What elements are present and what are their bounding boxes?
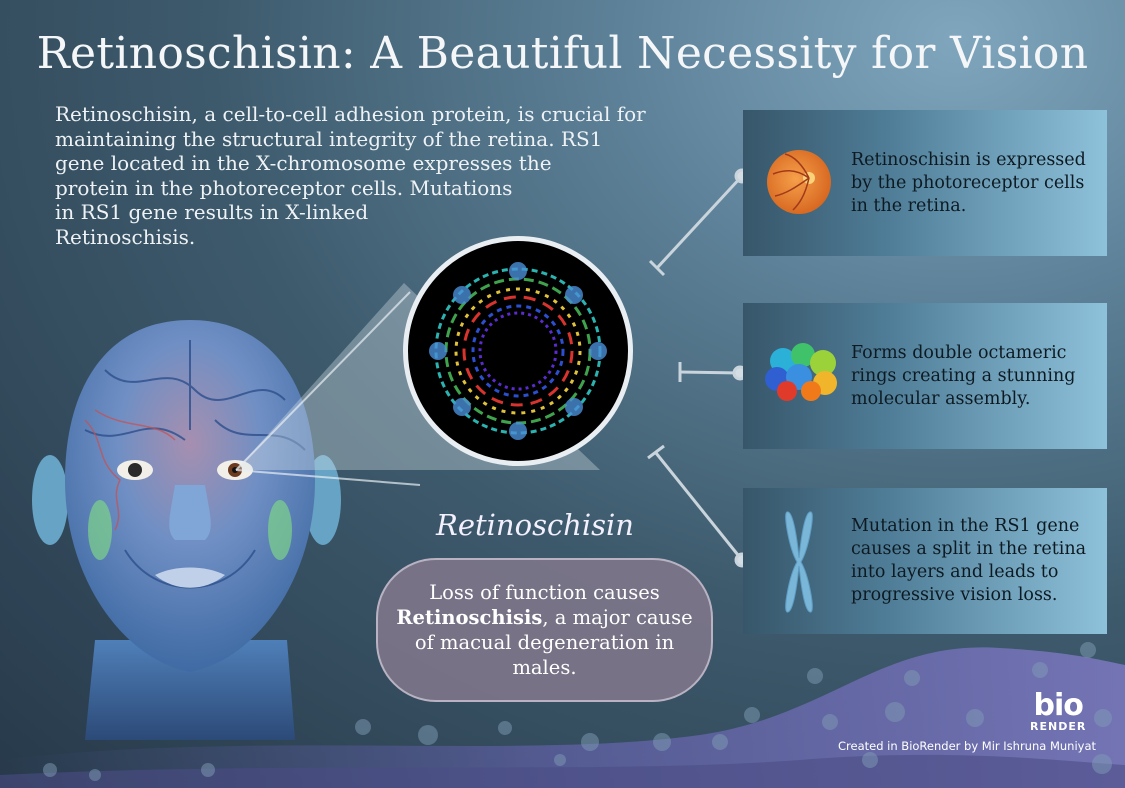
chromosome-icon: [785, 511, 813, 613]
callout-line: Loss of function causes: [429, 581, 660, 604]
logo-subtitle: RENDER: [1030, 720, 1087, 733]
callout-line: males.: [512, 656, 577, 679]
info-card-octamer: Forms double octameric rings creating a …: [743, 303, 1107, 449]
human-head-illustration: [32, 320, 341, 740]
callout-line: Retinoschisis, a major cause: [378, 605, 711, 630]
callout-bold-term: Retinoschisis: [396, 606, 543, 629]
card-text: Forms double octameric rings creating a …: [851, 303, 1076, 449]
retinoschisin-protein-structure: [403, 236, 633, 466]
retina-icon: [767, 150, 831, 214]
card-text: Mutation in the RS1 gene causes a split …: [851, 488, 1086, 634]
logo-mark: bio: [1033, 688, 1083, 723]
card-line: progressive vision loss.: [851, 585, 1058, 605]
intro-line: Retinoschisis.: [55, 224, 196, 249]
octamer-ring-icon: [765, 343, 837, 401]
page-title: Retinoschisin: A Beautiful Necessity for…: [36, 28, 1089, 79]
callout-line: of macual degeneration in: [414, 631, 675, 654]
card-line: causes a split in the retina: [851, 539, 1087, 559]
intro-line: Retinoschisin, a cell-to-cell adhesion p…: [55, 102, 646, 126]
biorender-logo: bio RENDER: [1030, 688, 1087, 734]
callout-line-rest: , a major cause: [542, 606, 693, 629]
card-line: by the photoreceptor cells: [851, 172, 1085, 193]
card-line: into layers and leads to: [851, 562, 1059, 582]
octamer-ring-illustration: [429, 262, 607, 440]
intro-line: in RS1 gene results in X-linked: [55, 200, 369, 224]
protein-label: Retinoschisin: [436, 508, 634, 542]
credit-line: Created in BioRender by Mir Ishruna Muni…: [838, 739, 1097, 753]
info-card-retina: Retinoschisin is expressed by the photor…: [743, 110, 1107, 256]
card-line: in the retina.: [851, 195, 967, 216]
intro-line: gene located in the X-chromosome express…: [55, 151, 552, 175]
card-line: Forms double octameric: [851, 342, 1067, 363]
card-text: Retinoschisin is expressed by the photor…: [851, 110, 1086, 256]
card-line: molecular assembly.: [851, 388, 1031, 409]
card-line: rings creating a stunning: [851, 365, 1076, 386]
card-line: Mutation in the RS1 gene: [851, 516, 1080, 536]
intro-line: protein in the photoreceptor cells. Muta…: [55, 175, 513, 200]
card-line: Retinoschisin is expressed: [851, 149, 1086, 170]
intro-paragraph: Retinoschisin, a cell-to-cell adhesion p…: [55, 102, 695, 249]
loss-of-function-callout: Loss of function causes Retinoschisis, a…: [376, 558, 713, 702]
intro-line: maintaining the structural integrity of …: [55, 126, 603, 151]
info-card-chromosome: Mutation in the RS1 gene causes a split …: [743, 488, 1107, 634]
